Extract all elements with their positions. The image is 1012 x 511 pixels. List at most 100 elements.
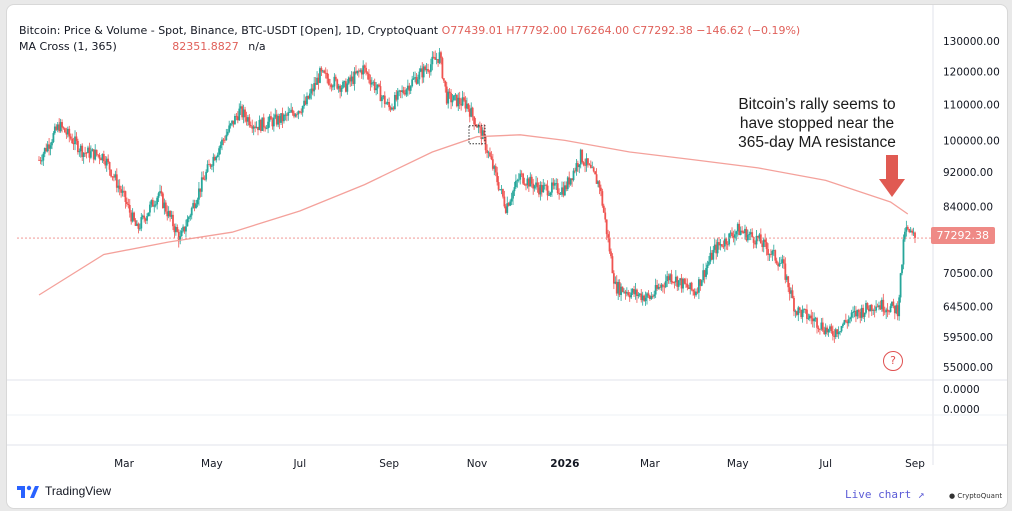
candle-body (244, 109, 246, 118)
candle-body (241, 106, 244, 118)
candle-body (807, 318, 810, 320)
candle-body (849, 317, 852, 320)
candle-body (360, 70, 363, 75)
candle-body (795, 311, 798, 315)
candle-body (895, 305, 898, 314)
candle-body (830, 326, 833, 332)
candle-body (327, 78, 330, 85)
y-tick-label: 100000.00 (943, 135, 1000, 147)
candle-body (163, 202, 166, 208)
candle-body (891, 301, 893, 307)
candle-body (232, 120, 235, 125)
candle-body (496, 172, 499, 183)
candle-body (515, 180, 517, 188)
candle-body (120, 189, 123, 193)
candle-body (353, 71, 356, 84)
candle-body (166, 211, 169, 217)
candle-body (648, 295, 651, 299)
candle-body (48, 144, 50, 149)
help-icon[interactable]: ? (883, 351, 903, 371)
candle-body (759, 234, 762, 244)
candle-body (584, 164, 586, 166)
candle-body (285, 114, 288, 116)
candle-body (481, 130, 484, 139)
candle-body (628, 295, 631, 298)
candle-body (336, 79, 339, 89)
candle-body (631, 288, 634, 293)
candle-body (507, 203, 510, 206)
candle-body (751, 232, 754, 237)
candle-body (414, 77, 416, 79)
candle-body (278, 115, 281, 123)
tradingview-logo[interactable]: TradingView (17, 484, 111, 498)
tradingview-label: TradingView (45, 484, 112, 498)
candle-body (117, 185, 120, 188)
candle-body (880, 299, 883, 310)
candle-body (72, 143, 75, 145)
lower-pane-tick-label: 0.0000 (943, 384, 980, 396)
candle-body (320, 68, 323, 72)
candle-body (248, 117, 251, 126)
candle-body (869, 304, 872, 312)
candle-body (225, 134, 228, 141)
candle-body (656, 285, 658, 289)
candle-body (401, 90, 403, 92)
candle-body (346, 83, 349, 92)
candle-body (555, 183, 558, 184)
candle-body (97, 154, 99, 156)
candle-body (408, 85, 411, 91)
candle-body (46, 144, 49, 152)
candle-body (800, 309, 803, 318)
candle-body (899, 273, 902, 298)
price-chart[interactable]: 130000.00 120000.00 110000.00 100000.00 9200… (7, 5, 1007, 508)
candle-body (467, 103, 470, 110)
candle-body (213, 156, 216, 161)
candle-body (381, 97, 383, 102)
candle-body (873, 310, 876, 311)
candle-body (287, 112, 290, 116)
candle-body (517, 179, 520, 181)
live-chart-link[interactable]: Live chart ↗ (845, 488, 925, 501)
candle-body (219, 145, 222, 149)
candle-body (293, 113, 295, 117)
candle-body (549, 192, 552, 196)
y-tick-label: 110000.00 (943, 99, 1000, 111)
candle-body (95, 149, 98, 155)
candle-body (177, 231, 180, 242)
candle-body (388, 102, 391, 108)
candle-body (863, 312, 866, 317)
candle-body (329, 84, 331, 86)
candle-body (222, 139, 225, 141)
candle-body (174, 227, 177, 233)
candle-body (189, 215, 192, 218)
candle-body (612, 273, 615, 284)
candle-body (661, 284, 664, 287)
candle-body (208, 164, 210, 166)
candle-body (761, 243, 764, 248)
candle-body (520, 173, 523, 175)
candle-body (375, 88, 378, 91)
candle-body (798, 307, 801, 310)
candle-body (159, 191, 161, 194)
chart-legend: Bitcoin: Price & Volume - Spot, Binance,… (19, 23, 800, 55)
candle-body (909, 230, 912, 232)
candle-body (731, 232, 733, 237)
candle-body (722, 246, 725, 248)
candle-body (654, 285, 657, 295)
candle-body (597, 181, 599, 184)
candle-body (491, 159, 494, 169)
candle-body (448, 91, 451, 94)
candle-body (473, 116, 476, 125)
candle-body (195, 204, 197, 209)
candle-body (542, 185, 545, 193)
candle-body (131, 212, 134, 222)
y-tick-label: 70500.00 (943, 268, 993, 280)
candle-body (369, 79, 372, 85)
candle-body (500, 189, 503, 190)
candle-body (539, 184, 542, 195)
candle-body (192, 203, 195, 209)
candle-body (216, 154, 219, 157)
candle-body (422, 66, 425, 78)
candle-body (169, 210, 172, 217)
candle-body (101, 153, 104, 161)
